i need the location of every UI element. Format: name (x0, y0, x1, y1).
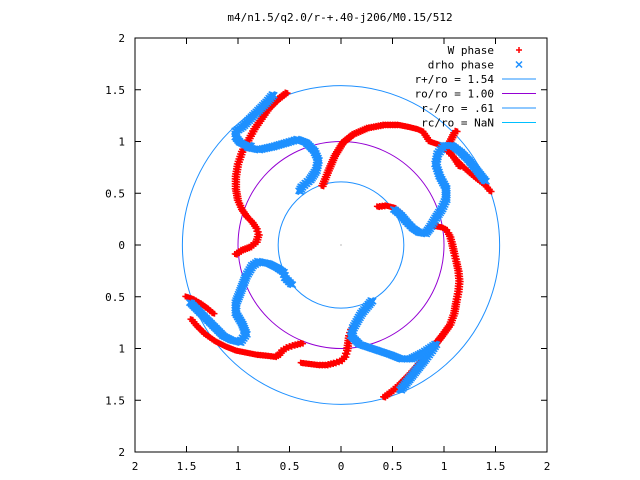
marker-s2-a2-p79r (392, 206, 400, 214)
legend-label-2: drho phase (428, 59, 494, 72)
legend-label-3: r+/ro = 1.54 (415, 73, 495, 86)
legend-label-5: r-/ro = .61 (421, 102, 494, 115)
marker-s2-a4-p82r (289, 281, 297, 289)
chart-title: m4/n1.5/q2.0/r-+.40-j206/M0.15/512 (227, 11, 452, 24)
radius-circle-3 (277, 181, 405, 309)
y-tick-label-0: 2 (118, 32, 125, 45)
x-tick-label-3: 0.5 (280, 460, 300, 473)
y-tick-label-6: 1 (118, 343, 125, 356)
radius-circle-1 (181, 85, 501, 405)
marker-s2-a1-p80r (297, 188, 305, 196)
x-tick-label-4: 0 (338, 460, 345, 473)
marker-s1-a8-p26r (300, 360, 307, 367)
y-tick-label-2: 1 (118, 136, 125, 149)
legend-symbol-1 (516, 47, 522, 53)
y-tick-label-4: 0 (118, 239, 125, 252)
y-tick-label-5: 0.5 (105, 291, 125, 304)
ticks-layer: 2 1.5 1 0.5 0 0.5 1 1.5 221.510.500.511.52 (105, 32, 550, 473)
x-tick-label-6: 1 (441, 460, 448, 473)
x-tick-label-7: 1.5 (486, 460, 506, 473)
series-1-points (182, 89, 495, 401)
legend-symbol-2 (515, 60, 523, 69)
y-tick-label-7: 1.5 (105, 394, 125, 407)
x-tick-label-2: 1 (235, 460, 242, 473)
marker-s2-a3-p81r (369, 297, 377, 305)
x-tick-label-5: 0.5 (383, 460, 403, 473)
x-tick-label-8: 2 (544, 460, 551, 473)
marker-s1-a4-p32r (454, 128, 461, 135)
marker-s1-a7-p12r (211, 310, 218, 317)
legend-label-4: ro/ro = 1.00 (415, 88, 494, 101)
origin-dot (340, 244, 342, 246)
marker-s1-a1-p79r (234, 251, 241, 258)
marker-s1-a3-p79r (446, 229, 453, 236)
y-tick-label-3: 0.5 (105, 187, 125, 200)
y-tick-label-8: 2 (118, 446, 125, 459)
marker-s1-a6-p49r (189, 316, 196, 323)
series-2-points (185, 91, 490, 394)
legend-label-6: rc/ro = NaN (421, 117, 494, 130)
x-tick-label-1: 1.5 (177, 460, 197, 473)
y-tick-label-1: 1.5 (105, 84, 125, 97)
legend-label-1: W phase (448, 44, 494, 57)
points-layer (182, 89, 495, 401)
x-tick-label-0: 2 (132, 460, 139, 473)
